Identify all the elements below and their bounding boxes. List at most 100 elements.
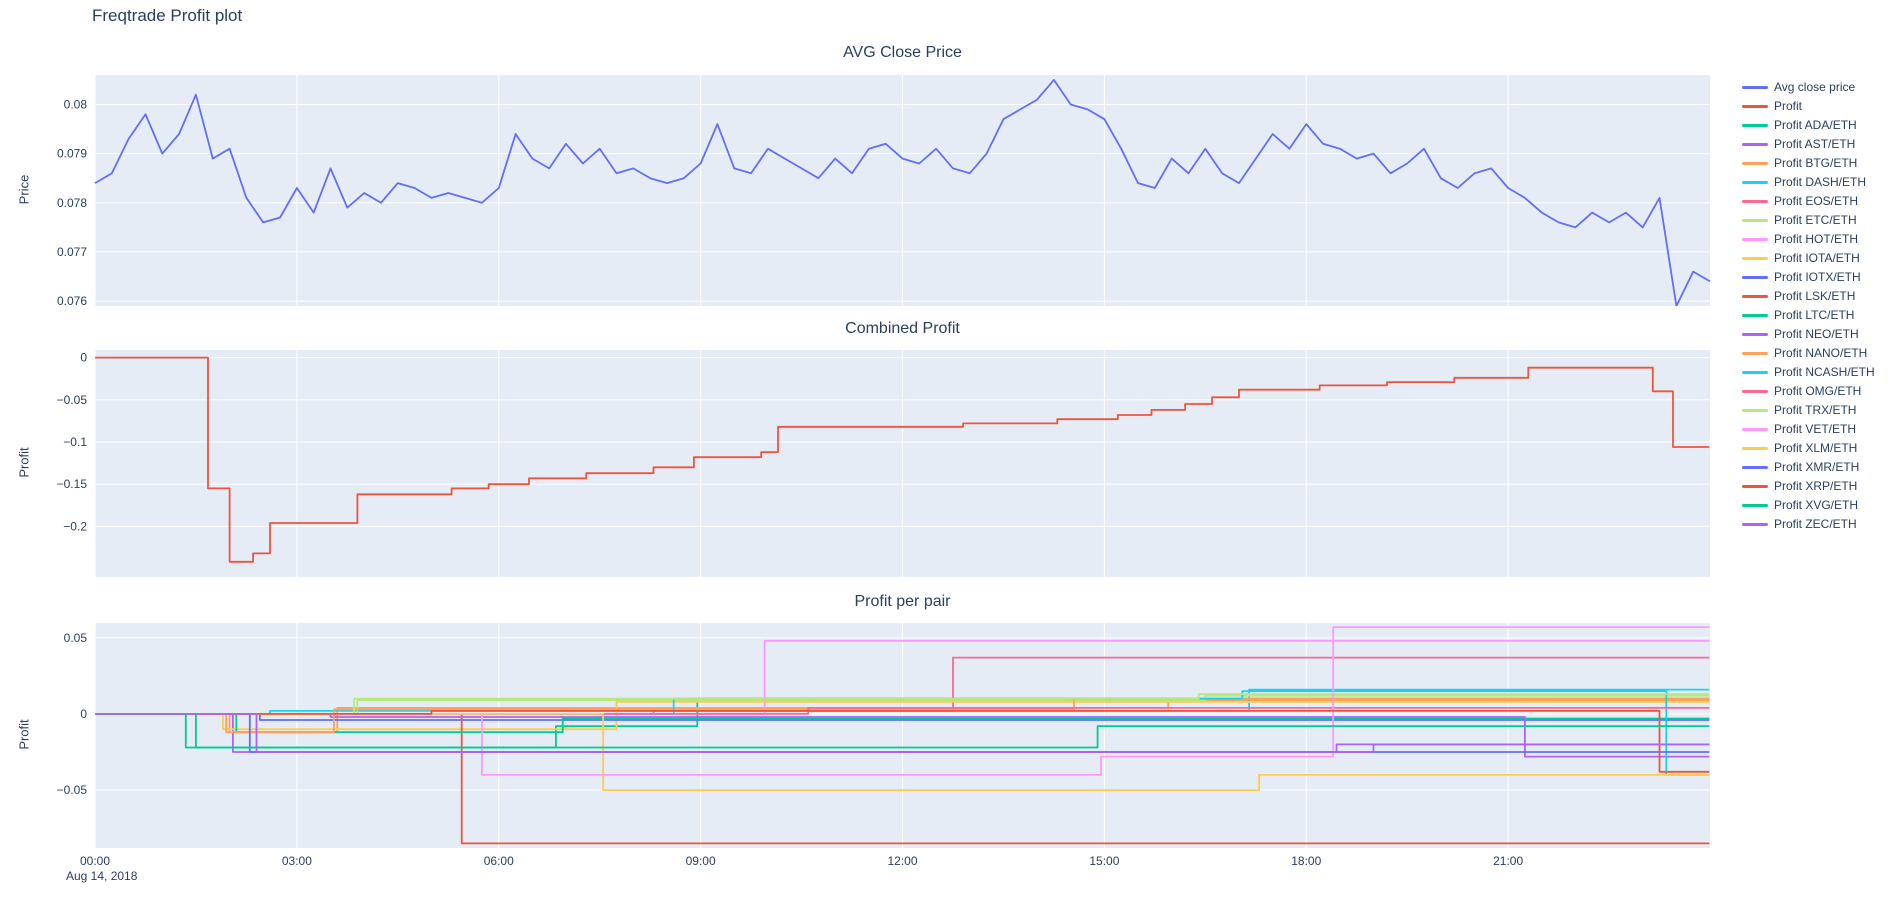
legend-line-swatch [1742, 428, 1768, 431]
legend-line-swatch [1742, 238, 1768, 241]
y-tick-label: 0.08 [64, 97, 88, 111]
legend-item-avg-close-price[interactable]: Avg close price [1742, 78, 1875, 97]
profit-per-pair-chart[interactable]: 0.05 0 −0.05 00:00 03:00 06:00 09:00 12:00 15:00… [0, 623, 1730, 888]
series-line-profit-ada-eth[interactable] [95, 697, 1710, 749]
combined-profit-chart[interactable]: 0 −0.05 −0.1 −0.15 −0.2 [0, 350, 1730, 577]
legend-item-profit-xvg-eth[interactable]: Profit XVG/ETH [1742, 496, 1875, 515]
legend-item-label: Profit ETC/ETH [1774, 213, 1857, 227]
series-line-profit[interactable] [95, 356, 1710, 563]
legend-item-profit-ltc-eth[interactable]: Profit LTC/ETH [1742, 306, 1875, 325]
y-tick-label: 0 [80, 707, 87, 721]
legend-item-label: Profit TRX/ETH [1774, 403, 1857, 417]
y-tick-label: −0.05 [57, 393, 88, 407]
x-axis-date-label: Aug 14, 2018 [66, 869, 138, 883]
legend-line-swatch [1742, 124, 1768, 127]
legend-item-label: Profit OMG/ETH [1774, 384, 1862, 398]
legend-item-label: Profit AST/ETH [1774, 137, 1856, 151]
subplot-title-profit-per-pair: Profit per pair [854, 593, 951, 610]
legend-item-label: Profit ZEC/ETH [1774, 517, 1857, 531]
legend-item-profit-nano-eth[interactable]: Profit NANO/ETH [1742, 344, 1875, 363]
legend-item-profit-xrp-eth[interactable]: Profit XRP/ETH [1742, 477, 1875, 496]
legend-item-profit-ada-eth[interactable]: Profit ADA/ETH [1742, 116, 1875, 135]
legend-item-profit-ncash-eth[interactable]: Profit NCASH/ETH [1742, 363, 1875, 382]
legend-item-label: Profit DASH/ETH [1774, 175, 1867, 189]
x-tick-label: 12:00 [887, 854, 917, 868]
legend-line-swatch [1742, 162, 1768, 165]
legend-item-profit-hot-eth[interactable]: Profit HOT/ETH [1742, 230, 1875, 249]
legend-item-profit-zec-eth[interactable]: Profit ZEC/ETH [1742, 515, 1875, 534]
legend-line-swatch [1742, 447, 1768, 450]
legend-item-label: Avg close price [1774, 80, 1856, 94]
legend-line-swatch [1742, 219, 1768, 222]
legend-item-profit-neo-eth[interactable]: Profit NEO/ETH [1742, 325, 1875, 344]
x-tick-label: 09:00 [686, 854, 716, 868]
series-line-avg-close-price[interactable] [94, 79, 1711, 306]
legend-line-swatch [1742, 143, 1768, 146]
legend-item-profit-iotx-eth[interactable]: Profit IOTX/ETH [1742, 268, 1875, 287]
legend-item-profit-xmr-eth[interactable]: Profit XMR/ETH [1742, 458, 1875, 477]
legend-line-swatch [1742, 200, 1768, 203]
legend-item-label: Profit IOTX/ETH [1774, 270, 1861, 284]
legend-line-swatch [1742, 371, 1768, 374]
legend-item-label: Profit IOTA/ETH [1774, 251, 1860, 265]
legend-item-profit-omg-eth[interactable]: Profit OMG/ETH [1742, 382, 1875, 401]
legend-item-label: Profit NANO/ETH [1774, 346, 1868, 360]
y-tick-label: 0.05 [64, 631, 88, 645]
x-tick-label: 18:00 [1291, 854, 1321, 868]
legend-item-label: Profit HOT/ETH [1774, 232, 1859, 246]
y-tick-label: 0 [80, 351, 87, 365]
y-tick-label: −0.2 [63, 519, 87, 533]
legend-item-label: Profit LTC/ETH [1774, 308, 1855, 322]
legend-line-swatch [1742, 105, 1768, 108]
legend: Avg close price Profit Profit ADA/ETH Profi… [1742, 78, 1875, 534]
x-tick-label: 06:00 [484, 854, 514, 868]
legend-line-swatch [1742, 314, 1768, 317]
y-tick-label: 0.078 [57, 196, 87, 210]
legend-line-swatch [1742, 466, 1768, 469]
y-tick-label: 0.076 [57, 294, 87, 306]
legend-line-swatch [1742, 276, 1768, 279]
legend-item-profit-xlm-eth[interactable]: Profit XLM/ETH [1742, 439, 1875, 458]
series-line-profit-vet-eth[interactable] [95, 626, 1710, 776]
legend-line-swatch [1742, 352, 1768, 355]
legend-line-swatch [1742, 523, 1768, 526]
series-line-profit-nano-eth[interactable] [95, 697, 1710, 734]
avg-close-price-chart[interactable]: 0.076 0.077 0.078 0.079 0.08 [0, 75, 1730, 306]
legend-item-label: Profit LSK/ETH [1774, 289, 1856, 303]
series-line-profit-xlm-eth[interactable] [95, 713, 1710, 792]
legend-item-label: Profit BTG/ETH [1774, 156, 1858, 170]
legend-item-profit-vet-eth[interactable]: Profit VET/ETH [1742, 420, 1875, 439]
legend-line-swatch [1742, 181, 1768, 184]
legend-line-swatch [1742, 390, 1768, 393]
subplot-title-combined-profit: Combined Profit [845, 320, 960, 337]
series-line-profit-zec-eth[interactable] [95, 713, 1710, 753]
x-tick-label: 21:00 [1493, 854, 1523, 868]
y-tick-label: −0.1 [63, 435, 87, 449]
y-tick-label: 0.077 [57, 245, 87, 259]
x-tick-label: 15:00 [1089, 854, 1119, 868]
legend-line-swatch [1742, 504, 1768, 507]
legend-item-profit-lsk-eth[interactable]: Profit LSK/ETH [1742, 287, 1875, 306]
legend-item-label: Profit XMR/ETH [1774, 460, 1860, 474]
legend-item-profit-eos-eth[interactable]: Profit EOS/ETH [1742, 192, 1875, 211]
legend-item-profit-iota-eth[interactable]: Profit IOTA/ETH [1742, 249, 1875, 268]
legend-line-swatch [1742, 257, 1768, 260]
legend-item-profit-ast-eth[interactable]: Profit AST/ETH [1742, 135, 1875, 154]
legend-item-profit-trx-eth[interactable]: Profit TRX/ETH [1742, 401, 1875, 420]
legend-item-profit-btg-eth[interactable]: Profit BTG/ETH [1742, 154, 1875, 173]
legend-line-swatch [1742, 86, 1768, 89]
legend-item-label: Profit VET/ETH [1774, 422, 1857, 436]
legend-line-swatch [1742, 333, 1768, 336]
y-tick-label: 0.079 [57, 147, 87, 161]
legend-item-label: Profit XRP/ETH [1774, 479, 1858, 493]
y-tick-label: −0.15 [57, 477, 88, 491]
series-line-profit-xrp-eth[interactable] [95, 710, 1710, 773]
legend-line-swatch [1742, 295, 1768, 298]
legend-item-profit[interactable]: Profit [1742, 97, 1875, 116]
legend-item-profit-etc-eth[interactable]: Profit ETC/ETH [1742, 211, 1875, 230]
legend-item-profit-dash-eth[interactable]: Profit DASH/ETH [1742, 173, 1875, 192]
x-tick-label: 03:00 [282, 854, 312, 868]
legend-item-label: Profit NCASH/ETH [1774, 365, 1875, 379]
x-tick-label: 00:00 [80, 854, 110, 868]
